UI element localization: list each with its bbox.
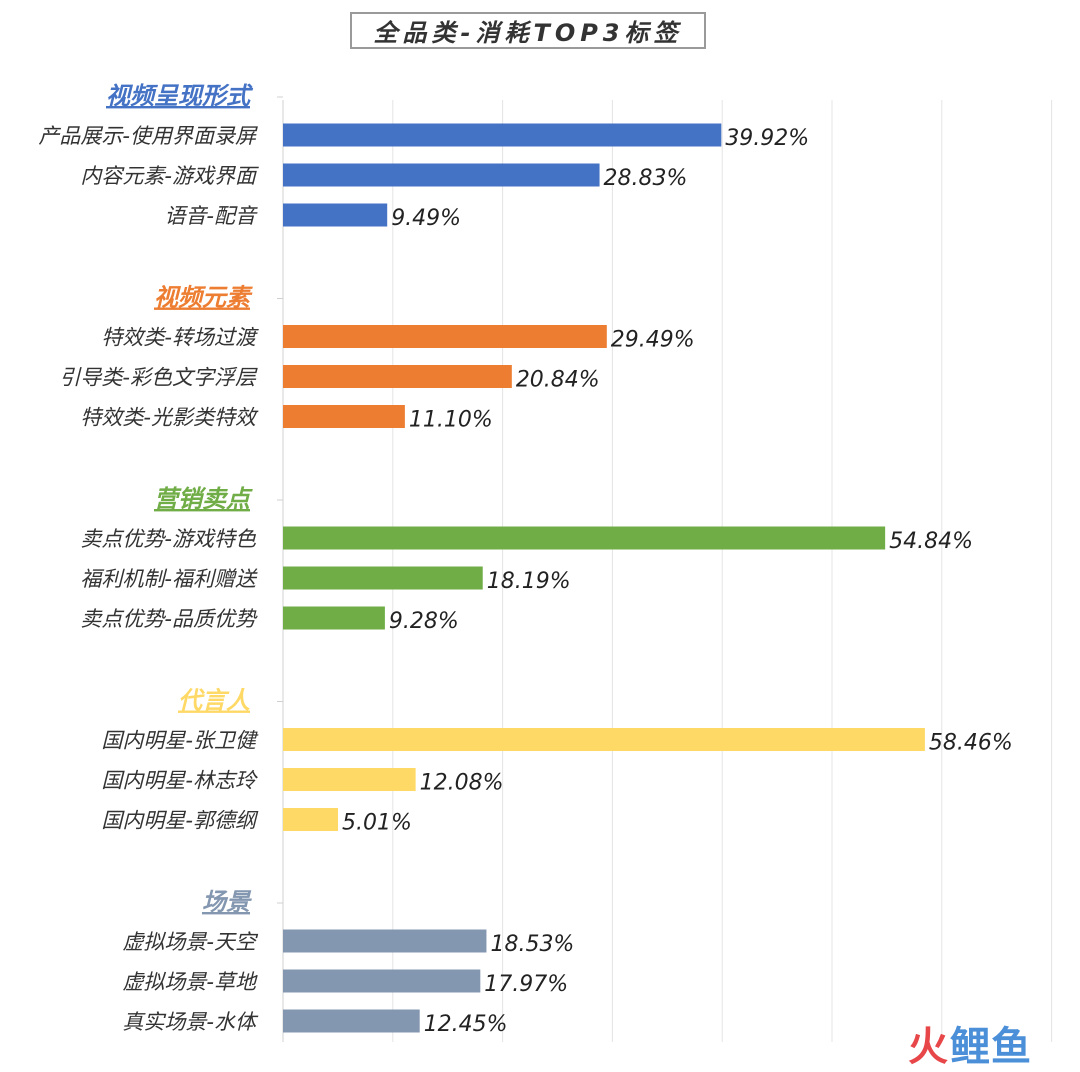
watermark-char: 火 [908,1024,948,1070]
bar [283,768,416,791]
bar [283,728,925,751]
data-label: 18.19% [487,569,571,594]
category-label: 特效类-转场过渡 [101,326,259,350]
data-label: 58.46% [929,731,1013,756]
bar [283,1009,420,1033]
data-label: 39.92% [725,126,809,151]
category-label: 国内明星-郭德纲 [101,809,259,833]
bar [283,163,600,187]
data-label: 9.49% [391,206,461,231]
data-label: 12.45% [424,1012,508,1037]
data-label: 20.84% [516,368,600,393]
group-header: 代言人 [178,687,250,715]
data-label: 28.83% [604,166,688,191]
watermark-logo: 火 鲤鱼 [908,1018,1032,1070]
category-label: 虚拟场景-天空 [122,930,259,954]
category-label: 特效类-光影类特效 [80,406,259,430]
bar [283,566,483,590]
category-label: 引导类-彩色文字浮层 [59,366,258,390]
data-label: 18.53% [490,932,574,957]
group-header: 营销卖点 [154,485,253,513]
bar [283,929,487,953]
data-label: 9.28% [389,609,459,634]
chart-title: 全品类-消耗TOP3标签 [350,12,706,49]
category-label: 产品展示-使用界面录屏 [38,124,258,148]
category-label: 福利机制-福利赠送 [80,567,258,591]
data-label: 12.08% [420,771,504,796]
category-label: 卖点优势-品质优势 [80,607,258,631]
group-header: 视频元素 [154,284,253,312]
group-header: 场景 [202,888,252,916]
data-label: 17.97% [484,972,568,997]
bar [283,123,722,147]
watermark-text: 鲤鱼 [950,1024,1032,1070]
bar [283,606,385,630]
bar [283,405,405,428]
bar [283,325,607,348]
data-label: 5.01% [342,811,412,836]
category-label: 语音-配音 [164,204,258,228]
category-label: 内容元素-游戏界面 [80,164,259,188]
group-header: 视频呈现形式 [106,82,254,110]
bar [283,365,512,388]
category-label: 国内明星-张卫健 [101,729,259,753]
category-label: 卖点优势-游戏特色 [80,527,257,551]
bar [283,203,388,227]
category-label: 国内明星-林志玲 [101,769,258,793]
data-label: 11.10% [409,408,493,433]
category-label: 真实场景-水体 [122,1010,259,1034]
data-label: 29.49% [611,328,695,353]
bar [283,526,886,550]
bar [283,808,339,831]
bar [283,969,481,993]
category-label: 虚拟场景-草地 [122,970,258,994]
data-label: 54.84% [889,529,973,554]
